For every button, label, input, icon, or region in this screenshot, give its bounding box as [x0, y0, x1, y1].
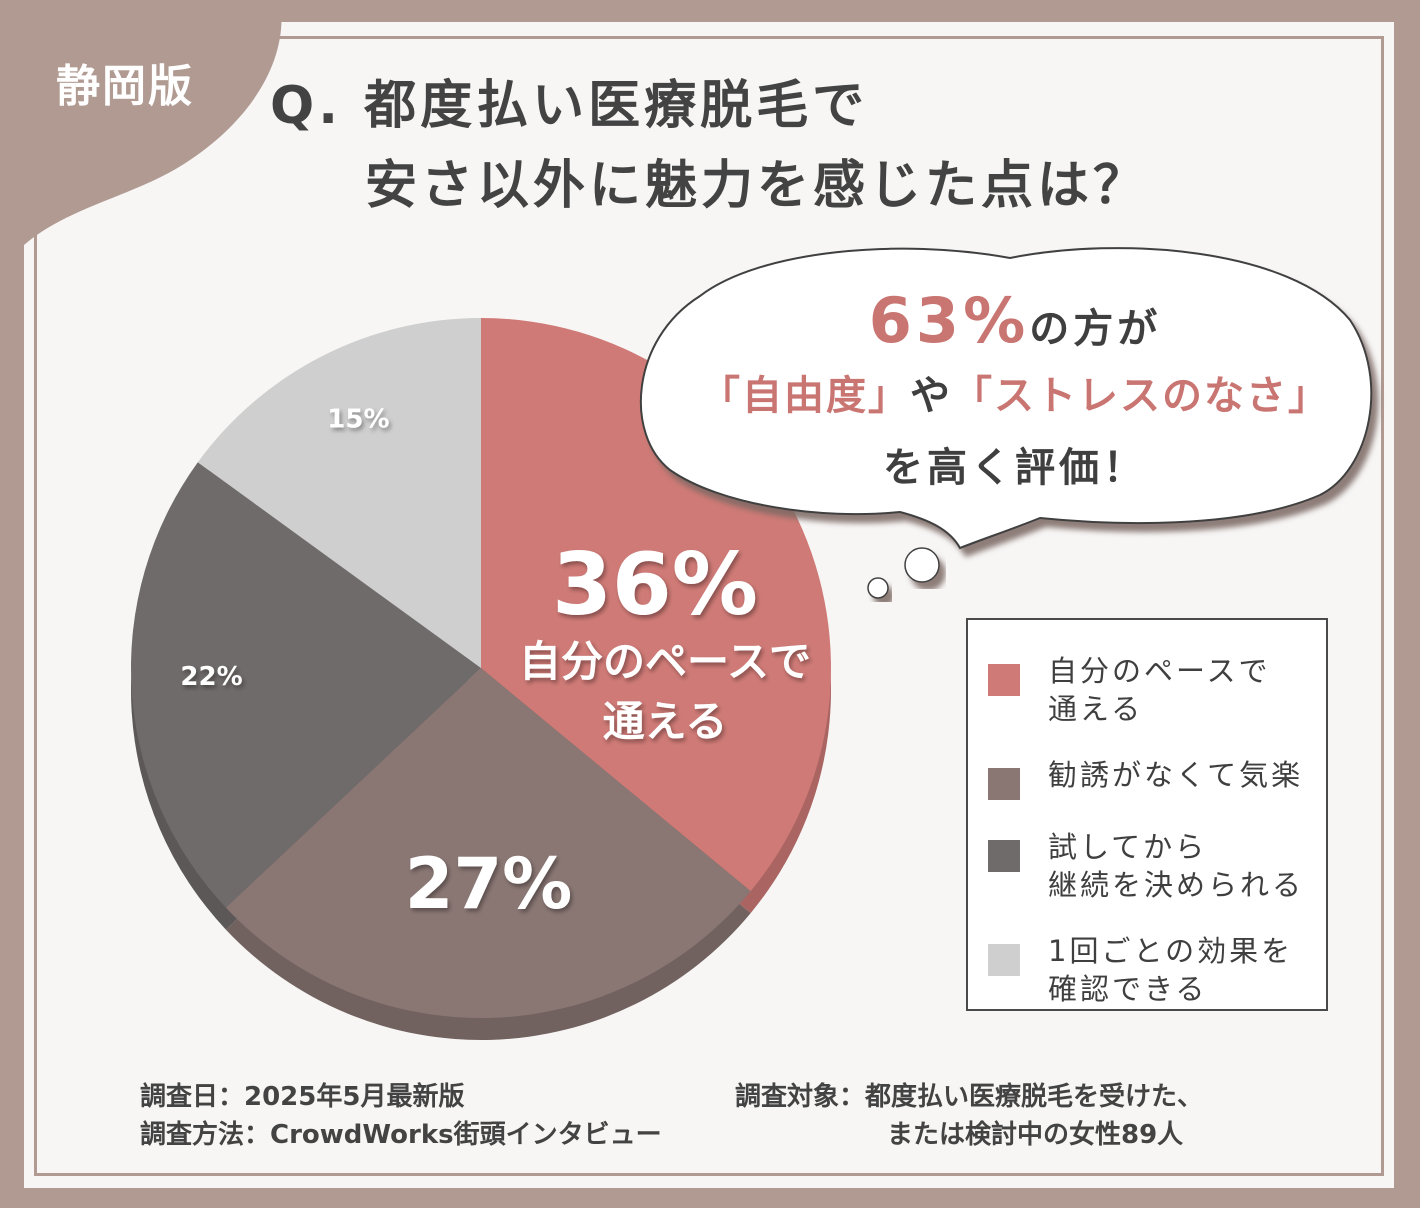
callout-quote-1: 「自由度」: [700, 373, 910, 419]
pie-value-label: 27%: [405, 843, 573, 925]
legend-label: 試してから 継続を決められる: [1048, 830, 1305, 902]
survey-date: 調査日：2025年5月最新版: [140, 1082, 465, 1112]
region-tag-shape: [0, 0, 282, 250]
survey-info-right: 調査対象：都度払い医療脱毛を受けた、 または検討中の女性89人: [735, 1078, 1203, 1154]
title-line-2: 安さ以外に魅力を感じた点は？: [365, 156, 1150, 216]
callout-text: 63%の方が 「自由度」や「ストレスのなさ」 を高く評価！: [660, 284, 1370, 493]
legend-item: 勧誘がなくて気楽: [988, 756, 1326, 800]
pie-slice: [130, 462, 481, 908]
speech-bubble-dot-small: [867, 577, 889, 599]
callout-line-3: を高く評価！: [883, 445, 1147, 491]
title-line-1: Q. 都度払い医療脱毛で: [270, 76, 869, 136]
callout-quote-2: 「ストレスのなさ」: [952, 373, 1330, 419]
pie-value-label: 15%: [327, 404, 389, 434]
legend-swatch: [988, 768, 1020, 800]
survey-target: 調査対象：都度払い医療脱毛を受けた、: [735, 1082, 1204, 1112]
pie-value-label: 36%: [552, 535, 758, 635]
legend-swatch: [988, 944, 1020, 976]
legend-item: 1回ごとの効果を 確認できる: [988, 932, 1326, 1008]
callout-connector: や: [910, 373, 952, 419]
pie-slice: [225, 668, 751, 1019]
survey-info-left: 調査日：2025年5月最新版 調査方法：CrowdWorks街頭インタビュー: [140, 1078, 662, 1154]
pie-category-label: 自分のペースで: [519, 637, 811, 686]
legend-label: 1回ごとの効果を 確認できる: [1048, 934, 1294, 1006]
region-tag: 静岡版: [56, 61, 194, 112]
legend-swatch: [988, 664, 1020, 696]
legend-item: 試してから 継続を決められる: [988, 828, 1326, 904]
speech-bubble: [639, 247, 1373, 550]
speech-bubble-dot-large: [904, 547, 940, 583]
pie-category-label: 通える: [603, 697, 728, 746]
page-title: Q. 都度払い医療脱毛で 安さ以外に魅力を感じた点は？: [270, 80, 1370, 212]
callout-percent: 63%: [868, 284, 1030, 357]
legend-swatch: [988, 840, 1020, 872]
survey-target-continued: または検討中の女性89人: [887, 1120, 1184, 1150]
legend-label: 自分のペースで 通える: [1048, 654, 1271, 726]
survey-method: 調査方法：CrowdWorks街頭インタビュー: [140, 1120, 662, 1150]
inner-frame: [34, 36, 1384, 1176]
chart-legend: 自分のペースで 通える勧誘がなくて気楽試してから 継続を決められる 1回ごとの効果…: [966, 618, 1328, 1011]
callout-suffix: の方が: [1029, 306, 1162, 352]
pie-slice: [197, 318, 481, 668]
legend-label: 勧誘がなくて気楽: [1048, 758, 1304, 792]
legend-item: 自分のペースで 通える: [988, 652, 1326, 728]
pie-value-label: 22%: [180, 662, 242, 692]
